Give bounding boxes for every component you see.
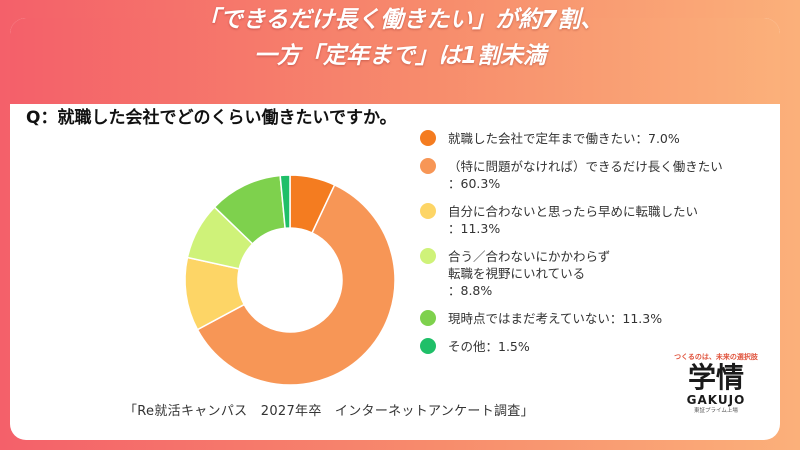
legend-swatch [420,158,436,174]
logo-listing: 東証プライム上場 [694,408,738,414]
legend-label: 合う／合わないにかかわらず [448,249,611,264]
legend-item: 自分に合わないと思ったら早めに転職したい ：11.3% [420,203,780,237]
gakujo-logo: つくるのは、未来の選択肢 学情 GAKUJO 東証プライム上場 [662,352,770,416]
legend-label: （特に問題がなければ）できるだけ長く働きたい [448,159,723,174]
legend-label: 転職を視野にいれている [448,266,586,281]
logo-romaji: GAKUJO [686,393,746,407]
donut-chart [184,174,396,386]
chart-legend: 就職した会社で定年まで働きたい：7.0% （特に問題がなければ）できるだけ長く働き… [420,130,780,366]
legend-item: その他：1.5% [420,338,780,355]
legend-label: 現時点ではまだ考えていない：11.3% [448,311,663,326]
donut-slice [279,174,291,230]
legend-item: 就職した会社で定年まで働きたい：7.0% [420,130,780,147]
legend-item: 合う／合わないにかかわらず 転職を視野にいれている ：8.8% [420,248,780,299]
legend-swatch [420,338,436,354]
headline: 「できるだけ長く働きたい」が約7割、 一方「定年まで」は1割未満 [0,2,800,74]
legend-swatch [420,248,436,264]
legend-swatch [420,310,436,326]
legend-label: ：60.3% [448,176,501,191]
logo-tagline: つくるのは、未来の選択肢 [674,353,758,361]
legend-item: （特に問題がなければ）できるだけ長く働きたい ：60.3% [420,158,780,192]
source-note: 「Re就活キャンパス 2027年卒 インターネットアンケート調査」 [124,404,534,419]
legend-item: 現時点ではまだ考えていない：11.3% [420,310,780,327]
survey-question: Q：就職した会社でどのくらい働きたいですか。 [26,108,397,128]
headline-line-2: 一方「定年まで」は1割未満 [253,43,546,69]
headline-line-1: 「できるだけ長く働きたい」が約7割、 [196,7,604,33]
headline-banner [10,18,780,104]
legend-label: 自分に合わないと思ったら早めに転職したい [448,204,699,219]
donut-slice [196,183,396,386]
logo-mark: 学情 [687,361,744,394]
legend-label: その他：1.5% [448,339,530,354]
legend-swatch [420,203,436,219]
legend-label: ：11.3% [448,221,501,236]
legend-swatch [420,130,436,146]
legend-label: ：8.8% [448,283,493,298]
legend-label: 就職した会社で定年まで働きたい：7.0% [448,131,680,146]
